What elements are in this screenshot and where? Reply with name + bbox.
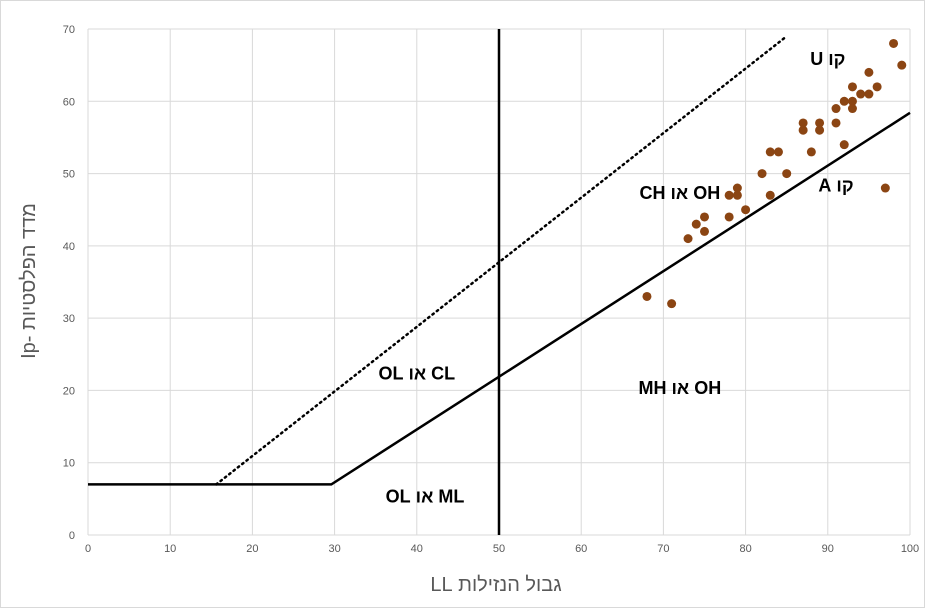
y-axis-title: מדד הפלסטיות -Ip [18,203,40,359]
data-point [889,38,899,48]
x-tick-label: 10 [164,543,176,555]
y-tick-label: 10 [63,458,75,470]
data-point [831,104,841,114]
y-tick-label: 50 [63,169,75,181]
x-tick-label: 20 [246,543,258,555]
data-point [847,104,857,114]
x-tick-label: 90 [822,543,834,555]
x-tick-label: 70 [657,543,669,555]
data-points [642,38,907,309]
data-point [782,169,792,179]
x-tick-label: 80 [739,543,751,555]
x-tick-label: 40 [411,543,423,555]
data-point [700,212,709,222]
x-tick-label: 30 [328,543,340,555]
region-label: ML או OL [386,486,465,506]
data-point [765,147,775,157]
data-point [691,219,701,229]
data-point [732,183,742,193]
a-line [88,111,911,486]
data-point [798,118,808,128]
data-point [700,226,709,236]
data-point [724,212,734,222]
data-point [757,169,767,179]
data-point [839,96,849,106]
y-tick-label: 40 [63,241,75,253]
y-tick-label: 0 [69,530,75,542]
y-tick-label: 60 [63,96,75,108]
region-label: קו A [818,176,853,196]
data-point [806,147,816,157]
x-tick-label: 100 [901,543,919,555]
region-label: OH או MH [638,378,721,398]
region-label: CL או OL [378,364,455,384]
data-point [856,89,866,99]
data-point [897,60,907,70]
region-label: קו U [810,49,845,69]
region-labels: קו U קו A OH או CH CL או OL OH או MH ML או OL [378,49,853,506]
y-tick-label: 30 [63,313,75,325]
data-point [773,147,783,157]
data-point [724,190,734,200]
x-tick-label: 60 [575,543,587,555]
data-point [798,125,808,135]
data-point [839,140,849,150]
data-point [667,299,677,309]
data-point [642,291,652,301]
data-point [683,234,693,244]
data-point [880,183,890,193]
u-line [214,34,788,486]
tick-labels: 0 10 20 30 40 50 60 70 80 90 100 0 10 20 30 40 50 60 70 [63,24,919,555]
data-point [864,89,874,99]
data-point [815,125,825,135]
data-point [847,96,857,106]
data-point [864,67,874,77]
y-tick-label: 70 [63,24,75,36]
classification-lines [88,29,911,535]
x-tick-label: 50 [493,543,505,555]
y-tick-label: 20 [63,385,75,397]
data-point [847,82,857,92]
data-point [872,82,882,92]
data-point [741,205,751,215]
data-point [815,118,825,128]
region-label: OH או CH [639,183,720,203]
data-point [831,118,841,128]
data-point [765,190,775,200]
x-tick-label: 0 [85,543,91,555]
x-axis-title: גבול הנזילות LL [430,574,561,596]
data-point [732,190,742,200]
